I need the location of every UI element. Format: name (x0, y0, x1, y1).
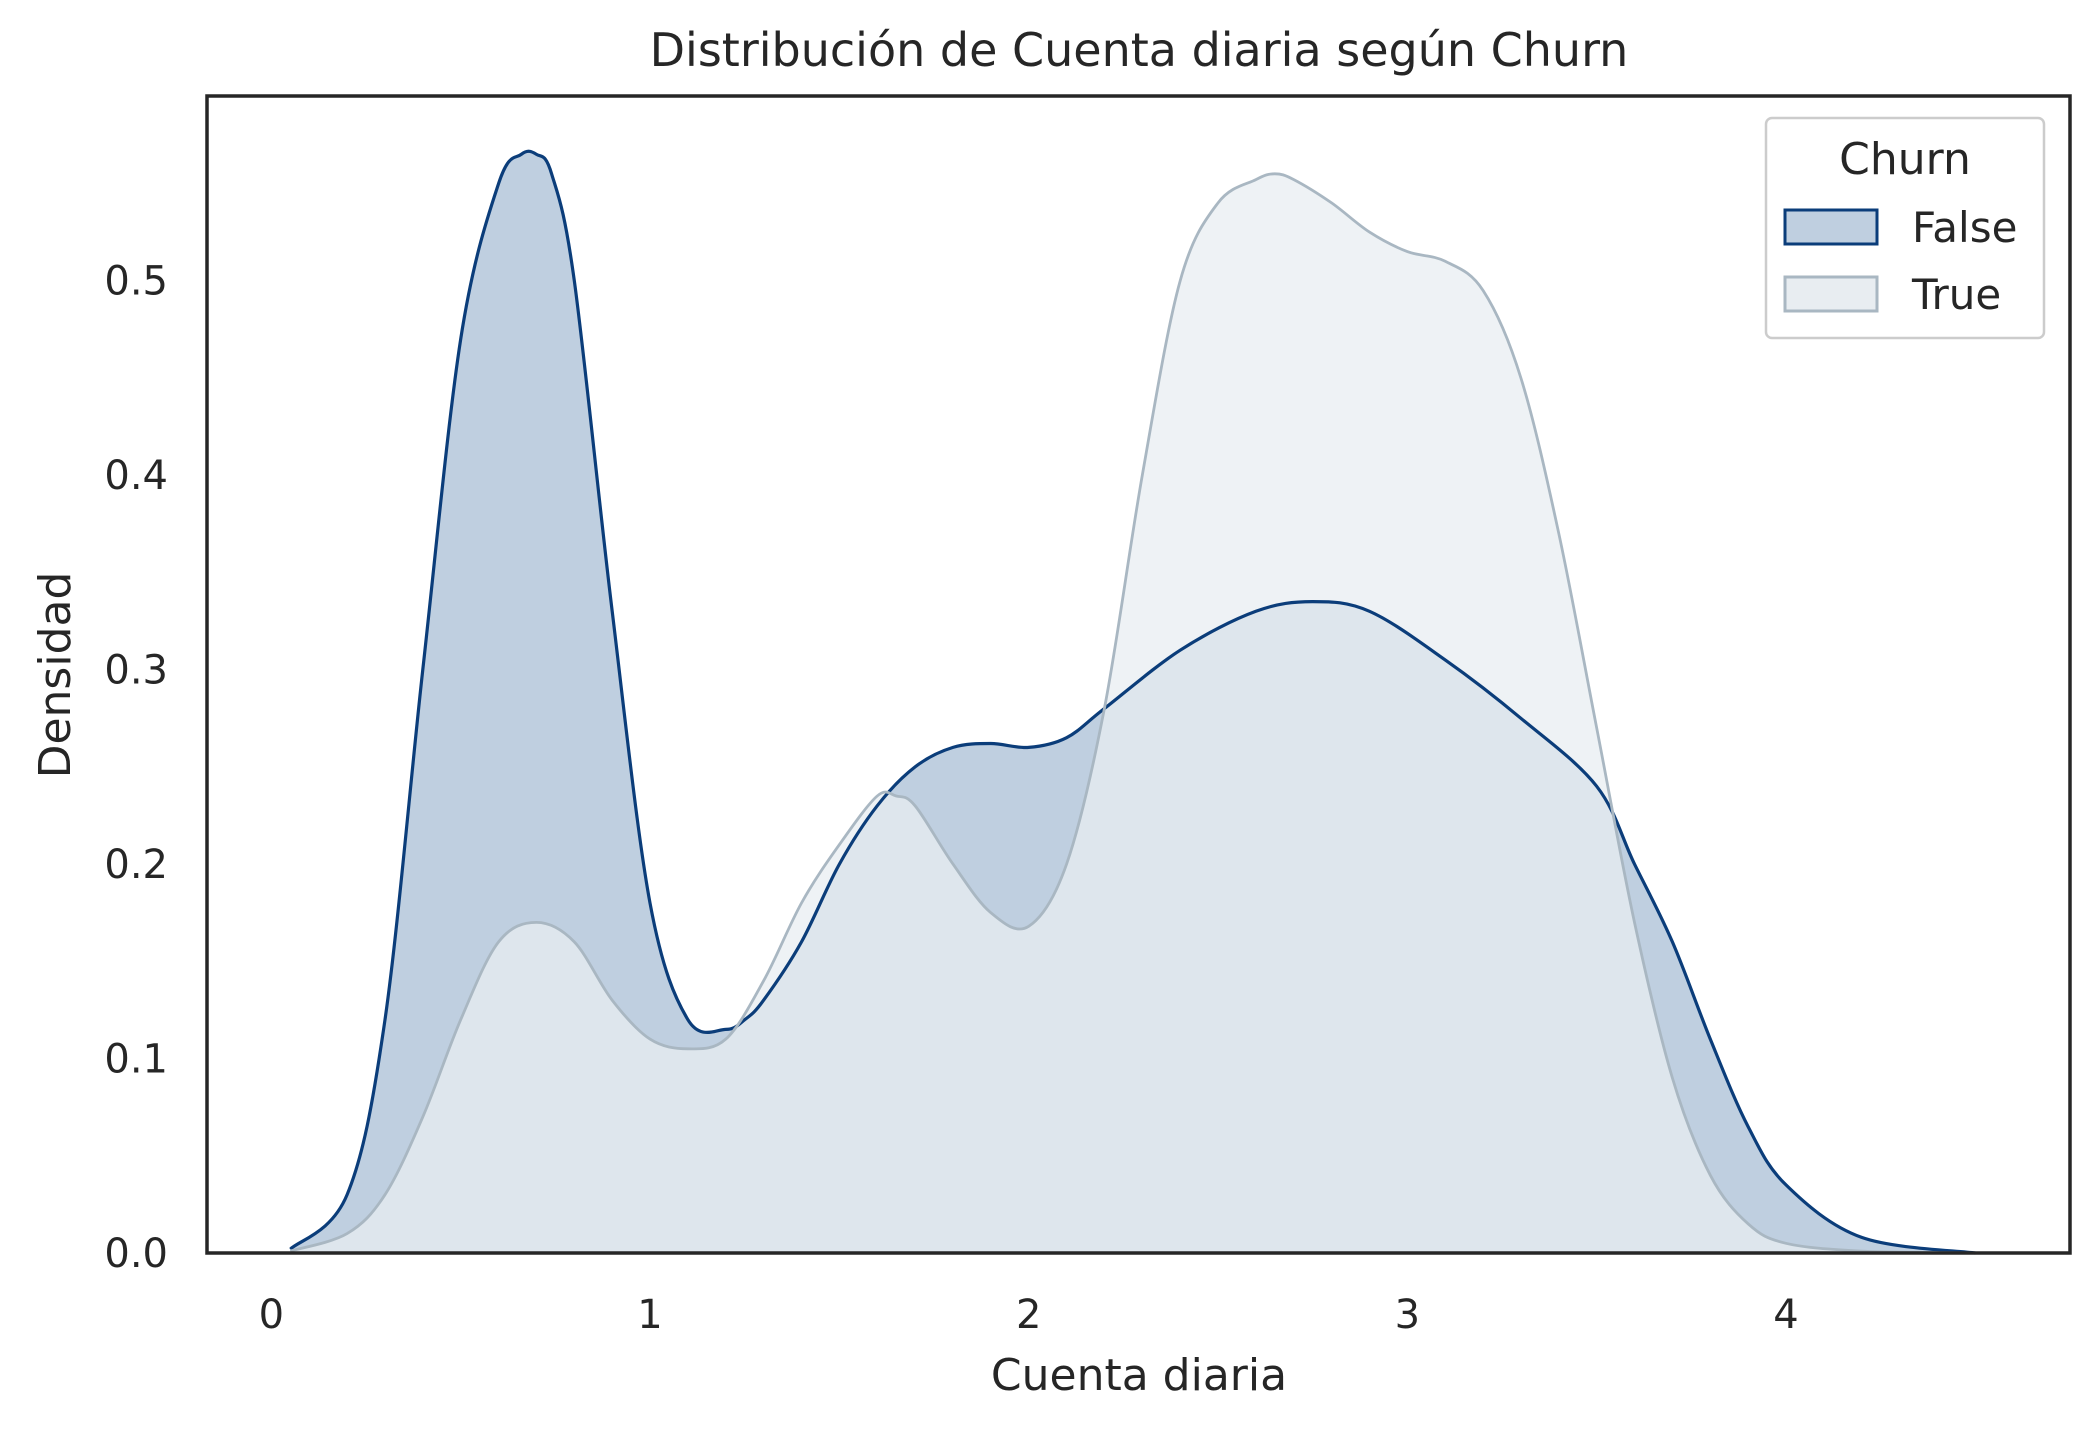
legend-swatch-true (1783, 275, 1879, 313)
legend-swatch-false (1783, 208, 1879, 246)
x-tick-label: 3 (1395, 1292, 1420, 1338)
y-tick-label: 0.0 (104, 1231, 168, 1277)
y-axis-ticks: 0.0 0.1 0.2 0.3 0.4 0.5 (104, 259, 168, 1277)
y-tick-label: 0.1 (104, 1037, 168, 1083)
legend-label-false: False (1912, 203, 2017, 252)
x-tick-label: 2 (1016, 1292, 1041, 1338)
plot-frame (205, 94, 2072, 1255)
legend-title: Churn (1839, 134, 1971, 185)
legend-label-true: True (1911, 270, 2001, 319)
y-tick-label: 0.3 (104, 648, 168, 694)
x-tick-label: 1 (637, 1292, 662, 1338)
y-axis-label: Densidad (30, 572, 81, 779)
density-line-true (289, 172, 1976, 1255)
chart-title: Distribución de Cuenta diaria según Chur… (650, 23, 1629, 77)
x-tick-label: 4 (1773, 1292, 1798, 1338)
plot-area (289, 149, 1976, 1255)
y-tick-label: 0.4 (104, 453, 168, 499)
x-axis-ticks: 0 1 2 3 4 (259, 1292, 1799, 1338)
density-area-true (290, 173, 1976, 1253)
x-tick-label: 0 (259, 1292, 284, 1338)
legend: Churn False True (1764, 116, 2046, 340)
y-tick-label: 0.2 (104, 842, 168, 888)
y-tick-label: 0.5 (104, 259, 168, 305)
density-line-false (289, 149, 1976, 1255)
x-axis-label: Cuenta diaria (991, 1350, 1287, 1401)
